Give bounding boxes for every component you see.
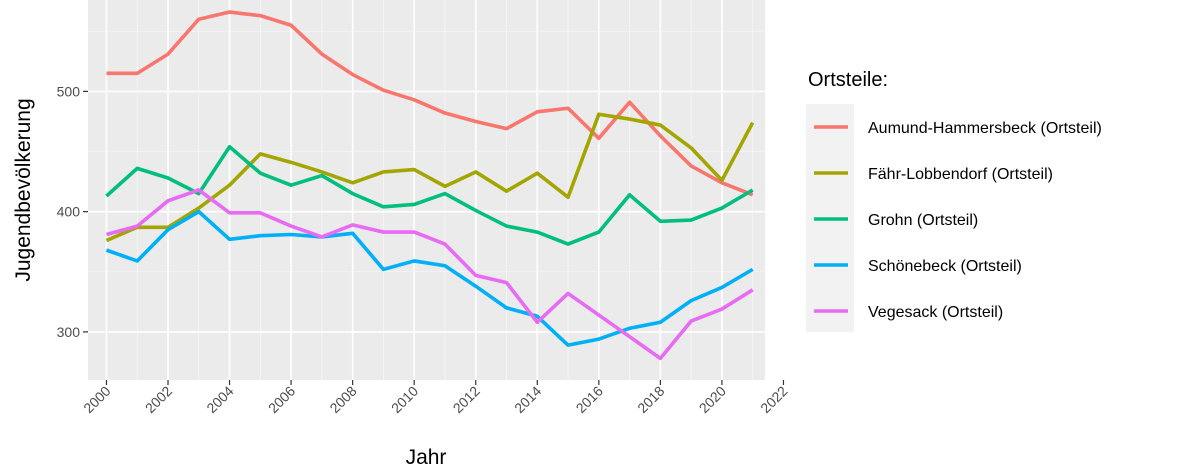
legend: Ortsteile: Aumund-Hammersbeck (Ortsteil)…: [806, 69, 1102, 332]
legend-label-3: Grohn (Ortsteil): [868, 212, 978, 229]
x-tick-label: 2022: [757, 383, 790, 416]
legend-title: Ortsteile:: [808, 69, 888, 91]
x-tick-label: 2012: [450, 383, 483, 416]
series-line-4: [105, 209, 754, 347]
y-axis: 300 400 500: [57, 83, 88, 340]
x-tick-label: 2008: [326, 383, 359, 416]
x-axis-title: Jahr: [406, 446, 447, 469]
series-line-3: [105, 144, 754, 246]
x-axis: 2000 2002 2004 2006 2008 2010 2012 2014 2016 2018…: [80, 380, 791, 416]
legend-label-5: Vegesack (Ortsteil): [868, 304, 1003, 321]
legend-label-4: Schönebeck (Ortsteil): [868, 258, 1022, 275]
x-tick-label: 2004: [203, 383, 236, 416]
y-axis-title: Jugendbevölkerung: [12, 98, 35, 281]
x-tick-label: 2000: [80, 383, 113, 416]
x-tick-label: 2018: [634, 383, 667, 416]
grid-layer: [88, 0, 765, 380]
y-tick-label: 400: [57, 204, 81, 220]
x-tick-label: 2010: [388, 383, 421, 416]
legend-label-2: Fähr-Lobbendorf (Ortsteil): [868, 166, 1053, 183]
x-tick-label: 2002: [142, 383, 175, 416]
series-layer: [105, 10, 755, 361]
y-tick-label: 300: [57, 324, 81, 340]
x-tick-label: 2016: [573, 383, 606, 416]
legend-label-1: Aumund-Hammersbeck (Ortsteil): [868, 120, 1102, 137]
x-tick-label: 2006: [265, 383, 298, 416]
legend-items: Aumund-Hammersbeck (Ortsteil) Fähr-Lobben…: [814, 120, 1102, 321]
x-tick-label: 2014: [511, 383, 544, 416]
x-tick-label: 2020: [696, 383, 729, 416]
series-line-1: [106, 10, 754, 197]
series-line-2: [105, 112, 755, 243]
y-tick-label: 500: [57, 83, 81, 99]
series-line-5: [105, 188, 754, 361]
